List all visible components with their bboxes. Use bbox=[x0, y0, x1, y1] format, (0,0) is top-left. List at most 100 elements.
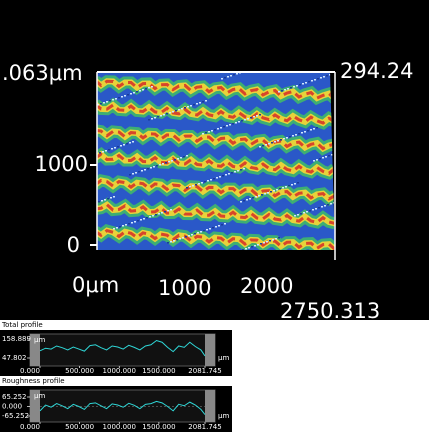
surface-speckle bbox=[139, 90, 141, 92]
surface-speckle bbox=[162, 163, 164, 165]
surface-speckle bbox=[154, 117, 156, 119]
surface-band bbox=[97, 228, 335, 250]
surface-speckle bbox=[186, 187, 188, 189]
surface-speckle bbox=[148, 87, 150, 89]
surface-speckle bbox=[138, 171, 140, 173]
surface-speckle bbox=[210, 179, 212, 181]
surface-speckle bbox=[197, 232, 199, 234]
surface-speckle bbox=[119, 226, 121, 228]
surface-speckle bbox=[259, 146, 261, 148]
x-tick-label: 1500.000 bbox=[142, 367, 175, 375]
surface-speckle bbox=[211, 130, 213, 132]
surface-speckle bbox=[150, 167, 152, 169]
surface-speckle bbox=[313, 160, 315, 162]
surface-speckle bbox=[151, 118, 153, 120]
surface-speckle bbox=[256, 115, 258, 117]
surface-speckle bbox=[181, 108, 183, 110]
surface-speckle bbox=[146, 217, 148, 219]
surface-speckle bbox=[191, 234, 193, 236]
surface-speckle bbox=[158, 213, 160, 215]
surface-band bbox=[97, 202, 335, 225]
surface-speckle bbox=[243, 200, 245, 202]
surface-speckle bbox=[279, 188, 281, 190]
surface-speckle bbox=[129, 142, 131, 144]
surface-speckle bbox=[141, 170, 143, 172]
surface-speckle bbox=[304, 131, 306, 133]
surface-speckle bbox=[320, 77, 322, 79]
surface-speckle bbox=[180, 157, 182, 159]
surface-speckle bbox=[217, 128, 219, 130]
surface-speckle bbox=[240, 169, 242, 171]
surface-speckle bbox=[203, 230, 205, 232]
surface-speckle bbox=[285, 186, 287, 188]
x-tick-label: 2081.745 bbox=[188, 367, 221, 375]
surface-speckle bbox=[168, 161, 170, 163]
surface-speckle bbox=[204, 181, 206, 183]
surface-speckle bbox=[215, 226, 217, 228]
surface-speckle bbox=[157, 116, 159, 118]
surface-speckle bbox=[241, 120, 243, 122]
surface-speckle bbox=[105, 150, 107, 152]
surface-speckle bbox=[152, 215, 154, 217]
surface-speckle bbox=[129, 174, 131, 176]
surface-speckle bbox=[123, 144, 125, 146]
surface-speckle bbox=[300, 213, 302, 215]
z-top-label: .063μm bbox=[2, 61, 83, 85]
surface-speckle bbox=[130, 93, 132, 95]
surface-speckle bbox=[312, 209, 314, 211]
surface-speckle bbox=[246, 199, 248, 201]
surface-speckle bbox=[303, 212, 305, 214]
surface-speckle bbox=[277, 140, 279, 142]
y-label: 1000 bbox=[35, 152, 88, 176]
surface-speckle bbox=[249, 198, 251, 200]
surface-speckle bbox=[323, 76, 325, 78]
surface-speckle bbox=[310, 129, 312, 131]
surface-speckle bbox=[148, 119, 150, 121]
surface-speckle bbox=[221, 78, 223, 80]
surface-speckle bbox=[99, 152, 101, 154]
surface-speckle bbox=[230, 75, 232, 77]
surface-speckle bbox=[109, 100, 111, 102]
profile-line bbox=[39, 339, 206, 357]
surface-speckle bbox=[313, 128, 315, 130]
z-right-label: 294.24 bbox=[340, 59, 413, 83]
surface-speckle bbox=[258, 195, 260, 197]
x-tick-label: 500.000 bbox=[65, 367, 94, 375]
x-end-label: 2750.313 bbox=[280, 299, 380, 323]
surface-speckle bbox=[144, 169, 146, 171]
surface-band bbox=[97, 78, 335, 102]
surface-speckle bbox=[170, 241, 172, 243]
surface-speckle bbox=[268, 143, 270, 145]
surface-speckle bbox=[167, 242, 169, 244]
surface-speckle bbox=[262, 145, 264, 147]
surface-speckle bbox=[271, 142, 273, 144]
surface-speckle bbox=[98, 201, 100, 203]
surface-speckle bbox=[289, 136, 291, 138]
surface-speckle bbox=[114, 147, 116, 149]
surface-speckle bbox=[331, 154, 333, 156]
surface-speckle bbox=[281, 90, 283, 92]
surface-speckle bbox=[164, 211, 166, 213]
surface-speckle bbox=[147, 168, 149, 170]
surface-speckle bbox=[120, 145, 122, 147]
surface-speckle bbox=[328, 155, 330, 157]
unit-label: μm bbox=[218, 354, 229, 362]
surface-speckle bbox=[202, 101, 204, 103]
range-handle bbox=[30, 334, 40, 366]
surface-speckle bbox=[177, 158, 179, 160]
surface-speckle bbox=[118, 97, 120, 99]
surface-speckle bbox=[132, 141, 134, 143]
surface-speckle bbox=[100, 103, 102, 105]
unit-label: μm bbox=[218, 412, 229, 420]
surface-speckle bbox=[299, 84, 301, 86]
surface-speckle bbox=[170, 209, 172, 211]
surface-speckle bbox=[301, 132, 303, 134]
surface-speckle bbox=[288, 185, 290, 187]
surface-map bbox=[97, 72, 335, 250]
surface-speckle bbox=[294, 215, 296, 217]
surface-speckle bbox=[176, 239, 178, 241]
surface-speckle bbox=[276, 189, 278, 191]
surface-speckle bbox=[257, 244, 259, 246]
surface-speckle bbox=[198, 183, 200, 185]
